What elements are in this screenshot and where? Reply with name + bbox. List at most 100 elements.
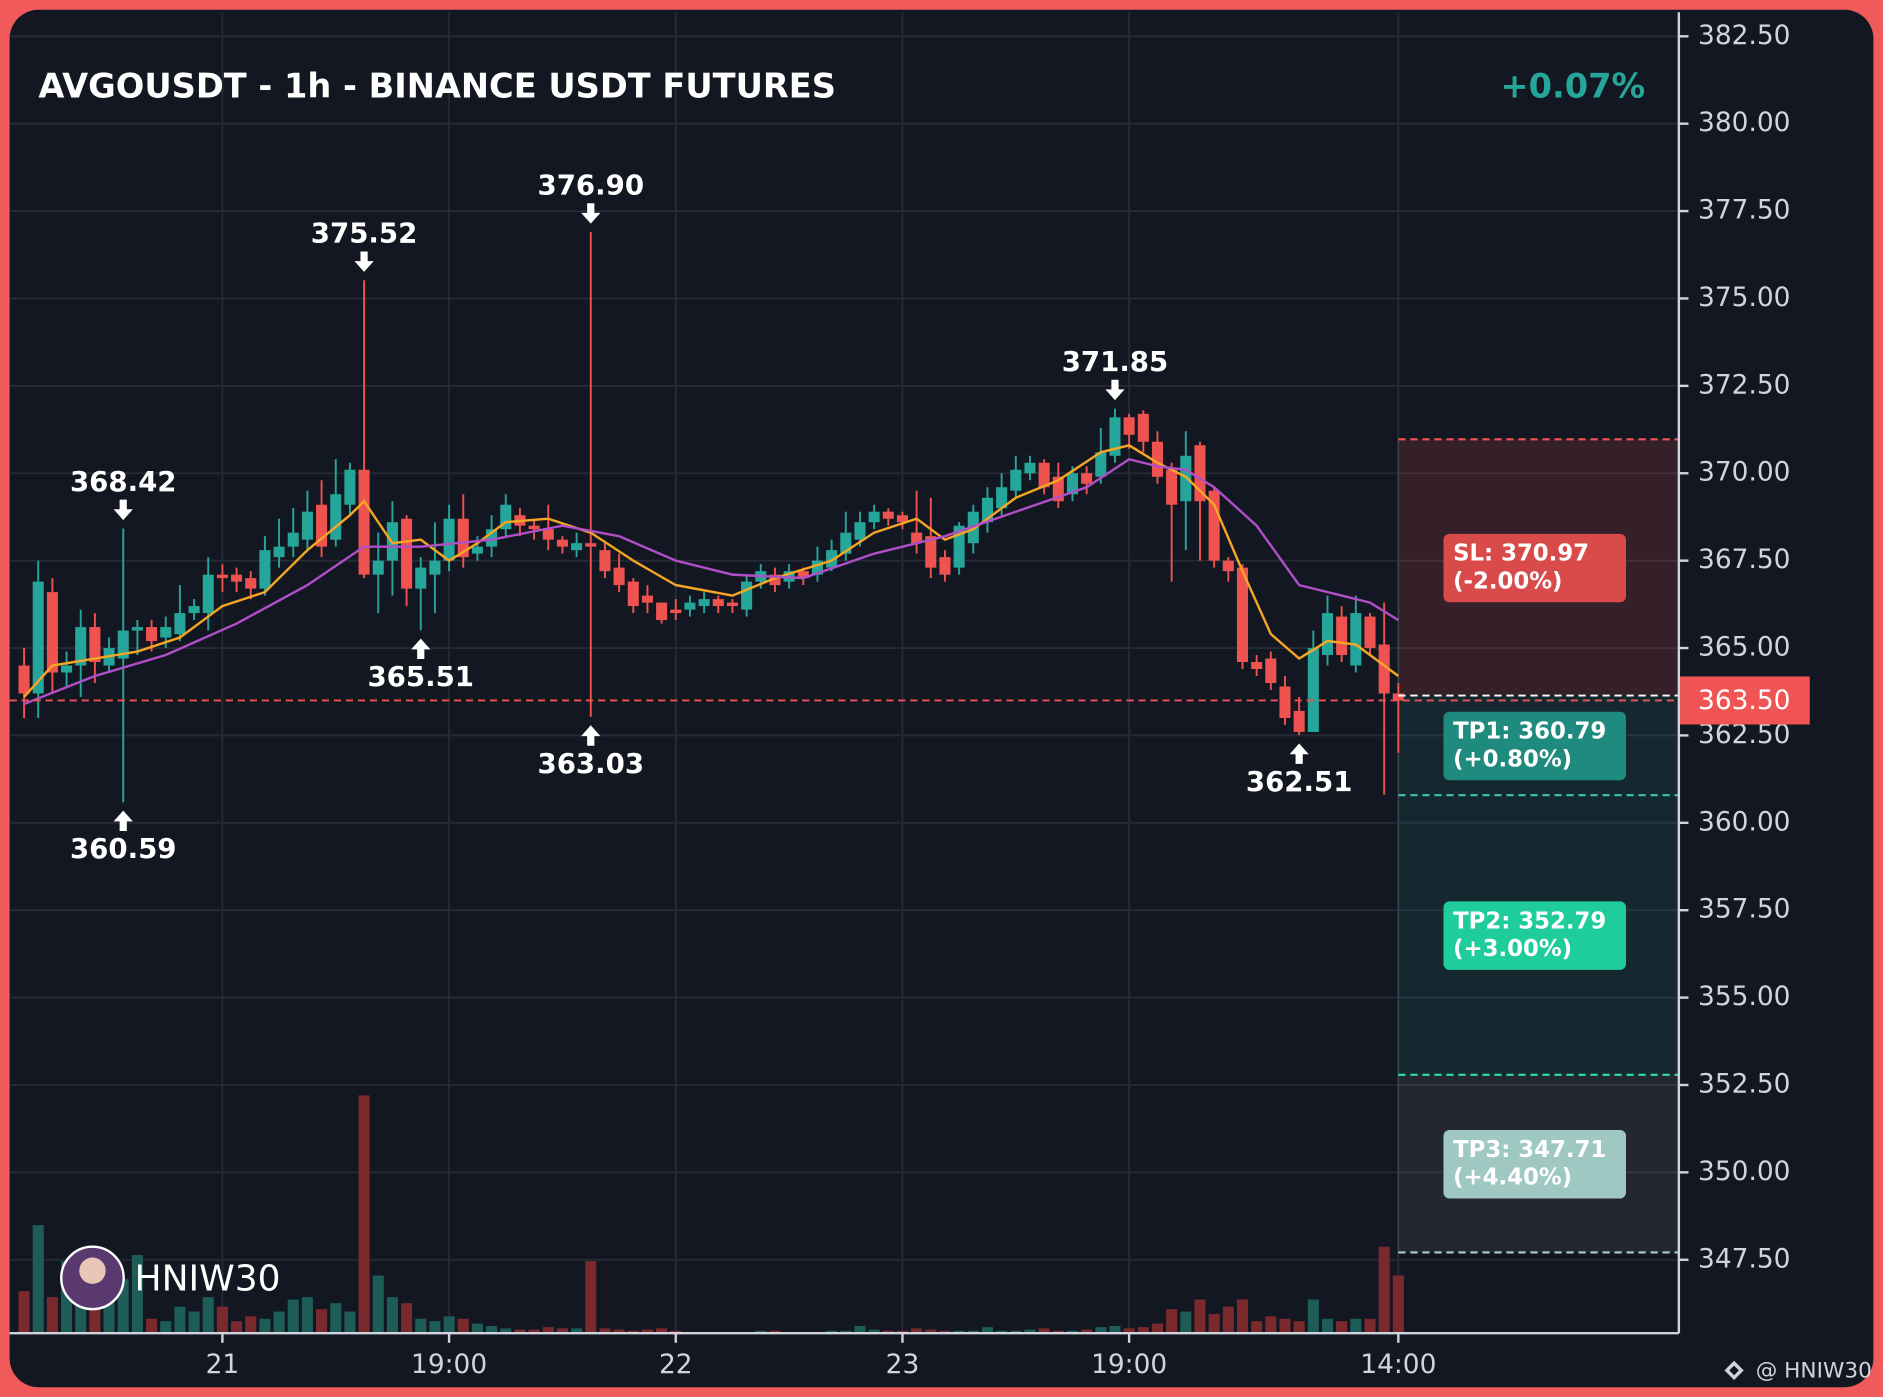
candle-body (1024, 462, 1036, 474)
level-label: SL: 370.97 (1453, 541, 1589, 567)
candle-body (641, 595, 653, 603)
extreme-label: 362.51 (1246, 765, 1353, 798)
candle-body (231, 574, 243, 582)
volume-bar (75, 1285, 87, 1334)
volume-bar (854, 1325, 866, 1334)
volume-bar (316, 1309, 328, 1334)
candle-body (174, 613, 186, 635)
volume-bar (330, 1303, 342, 1334)
extreme-label: 371.85 (1062, 345, 1169, 378)
candle-body (245, 578, 257, 589)
candle-body (868, 511, 880, 523)
candle-body (670, 609, 682, 614)
extreme-label: 363.03 (537, 747, 644, 780)
volume-bar (415, 1318, 427, 1334)
candle-body (698, 599, 710, 607)
candle-body (216, 574, 228, 579)
candle-body (1251, 662, 1263, 670)
volume-bar (599, 1328, 611, 1334)
volume-bar (18, 1291, 30, 1334)
volume-bar (103, 1297, 115, 1334)
level-label: TP1: 360.79 (1453, 719, 1606, 745)
candle-body (599, 550, 611, 572)
candle-body (273, 546, 285, 558)
candle-body (146, 627, 158, 642)
candle-body (344, 469, 356, 505)
candle-body (202, 574, 214, 614)
x-tick-label: 23 (886, 1349, 920, 1380)
volume-bar (273, 1311, 285, 1334)
volume-bar (231, 1321, 243, 1334)
volume-bar (1265, 1316, 1277, 1334)
candle-body (259, 550, 271, 589)
volume-bar (429, 1321, 441, 1334)
candle-body (981, 497, 993, 523)
extreme-arrow (1105, 379, 1125, 401)
volume-bar (1293, 1321, 1305, 1334)
volume-bar (925, 1329, 937, 1334)
level-note: (+0.80%) (1453, 746, 1572, 772)
volume-bar (500, 1328, 512, 1334)
candle-body (429, 560, 441, 575)
candle-body (542, 529, 554, 540)
watermark: HNIW30 (60, 1245, 281, 1311)
candle-body (1208, 490, 1220, 561)
level-note: (+4.40%) (1453, 1165, 1572, 1191)
volume-bar (160, 1321, 172, 1334)
volume-bar (486, 1325, 498, 1334)
candle-body (1066, 473, 1078, 495)
y-tick-label: 357.50 (1698, 894, 1790, 925)
volume-bar (202, 1297, 214, 1334)
level-note: (-2.00%) (1453, 568, 1562, 594)
candle-body (75, 627, 87, 666)
level-label: TP3: 347.71 (1453, 1137, 1606, 1163)
candle-body (160, 627, 172, 638)
volume-bar (556, 1328, 568, 1334)
y-tick-label: 380.00 (1698, 107, 1790, 138)
candle-body (882, 511, 894, 519)
y-tick-label: 370.00 (1698, 457, 1790, 488)
volume-bar (981, 1327, 993, 1334)
candle-body (131, 627, 143, 631)
candle-body (1052, 476, 1064, 502)
volume-bar (146, 1318, 158, 1334)
candle-body (528, 525, 540, 530)
volume-bar (386, 1297, 398, 1334)
volume-bar (1251, 1321, 1263, 1334)
volume-bar (641, 1329, 653, 1334)
candle-body (18, 665, 30, 694)
moving-average (23, 457, 1399, 706)
level-box (1443, 901, 1627, 970)
candle-body (911, 532, 923, 544)
volume-bar (514, 1329, 526, 1334)
candle-body (316, 504, 328, 547)
candle-body (1038, 462, 1050, 488)
candle-body (797, 571, 809, 579)
candle-body (1194, 445, 1206, 502)
candle-body (726, 602, 738, 607)
volume-bar (1336, 1321, 1348, 1334)
volume-bar (443, 1316, 455, 1334)
volume-bar (585, 1261, 597, 1334)
volume-bar (1166, 1309, 1178, 1334)
volume-bar (301, 1297, 313, 1334)
y-tick-label: 377.50 (1698, 195, 1790, 226)
volume-bar (457, 1318, 469, 1334)
volume-bar (245, 1316, 257, 1334)
volume-bar (1364, 1318, 1376, 1334)
y-tick-label: 360.00 (1698, 806, 1790, 837)
extreme-arrow (1289, 743, 1309, 764)
extreme-arrow (581, 725, 601, 746)
volume-bar (613, 1329, 625, 1334)
candle-body (1364, 616, 1376, 649)
volume-bar (1024, 1329, 1036, 1334)
level-box (1443, 533, 1627, 603)
volume-bar (656, 1328, 668, 1334)
volume-bar (216, 1306, 228, 1334)
level-note: (+3.00%) (1453, 936, 1572, 962)
x-tick-label: 19:00 (411, 1349, 487, 1380)
candle-body (741, 581, 753, 610)
candle-body (1265, 658, 1277, 683)
candle-body (896, 515, 908, 523)
extreme-arrow (354, 251, 374, 272)
